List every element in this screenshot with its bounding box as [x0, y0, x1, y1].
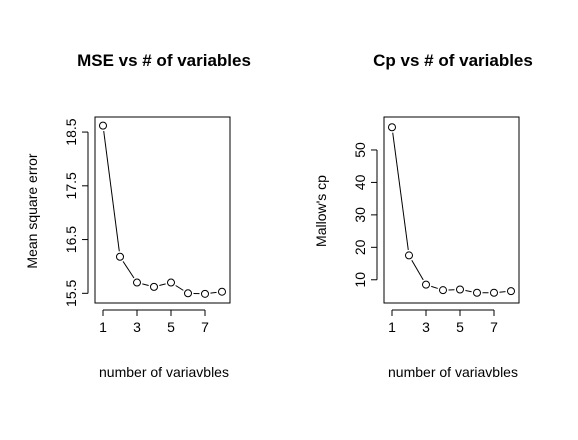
y-tick-label: 30: [352, 207, 368, 223]
chart-title: Cp vs # of variables: [373, 51, 533, 70]
data-point: [389, 124, 396, 131]
y-tick-label: 16.5: [63, 226, 79, 253]
x-axis-label: number of variavbles: [99, 364, 229, 380]
y-tick-label: 18.5: [63, 118, 79, 145]
plot-frame: [384, 117, 519, 303]
plot-marks: [100, 122, 226, 297]
data-point: [219, 288, 226, 295]
plot-frame: [95, 117, 230, 303]
y-axis-label: Mallow's cp: [313, 175, 329, 247]
data-point: [508, 288, 515, 295]
y-tick-label: 20: [352, 239, 368, 255]
data-point: [474, 289, 481, 296]
x-tick-label: 1: [388, 319, 396, 335]
data-point: [457, 286, 464, 293]
x-tick-label: 1: [99, 319, 107, 335]
data-point: [406, 252, 413, 259]
plot-marks: [389, 124, 515, 297]
panel-mse: MSE vs # of variables number of variavbl…: [24, 51, 251, 380]
x-tick-label: 5: [167, 319, 175, 335]
series-segment: [412, 260, 423, 280]
y-axis: 10 20 30 40 50: [352, 142, 377, 288]
y-tick-label: 10: [352, 272, 368, 288]
data-point: [491, 289, 498, 296]
data-point: [168, 279, 175, 286]
panel-cp: Cp vs # of variables number of variavble…: [313, 51, 533, 380]
x-tick-label: 5: [456, 319, 464, 335]
y-axis-label: Mean square error: [24, 153, 40, 269]
x-tick-label: 7: [490, 319, 498, 335]
series-segment: [210, 292, 216, 293]
y-tick-label: 50: [352, 142, 368, 158]
chart-title: MSE vs # of variables: [77, 51, 251, 70]
data-point: [100, 122, 107, 129]
x-tick-label: 3: [422, 319, 430, 335]
x-tick-label: 7: [201, 319, 209, 335]
y-tick-label: 15.5: [63, 279, 79, 306]
data-point: [423, 281, 430, 288]
x-axis: 1 3 5 7: [388, 310, 498, 335]
data-point: [117, 253, 124, 260]
data-point: [134, 279, 141, 286]
series-segment: [499, 292, 505, 293]
x-axis: 1 3 5 7: [99, 310, 209, 335]
series-segment: [104, 131, 120, 251]
series-segment: [465, 291, 471, 292]
x-tick-label: 3: [133, 319, 141, 335]
series-segment: [393, 133, 409, 250]
series-segment: [431, 286, 438, 288]
data-point: [202, 290, 209, 297]
series-segment: [123, 261, 134, 278]
y-tick-label: 40: [352, 174, 368, 190]
y-tick-label: 17.5: [63, 172, 79, 199]
series-segment: [176, 286, 184, 291]
x-axis-label: number of variavbles: [388, 364, 518, 380]
data-point: [440, 287, 447, 294]
data-point: [185, 290, 192, 297]
series-segment: [159, 284, 165, 286]
y-axis: 15.5 16.5 17.5 18.5: [63, 118, 88, 307]
series-segment: [142, 284, 148, 286]
data-point: [151, 283, 158, 290]
